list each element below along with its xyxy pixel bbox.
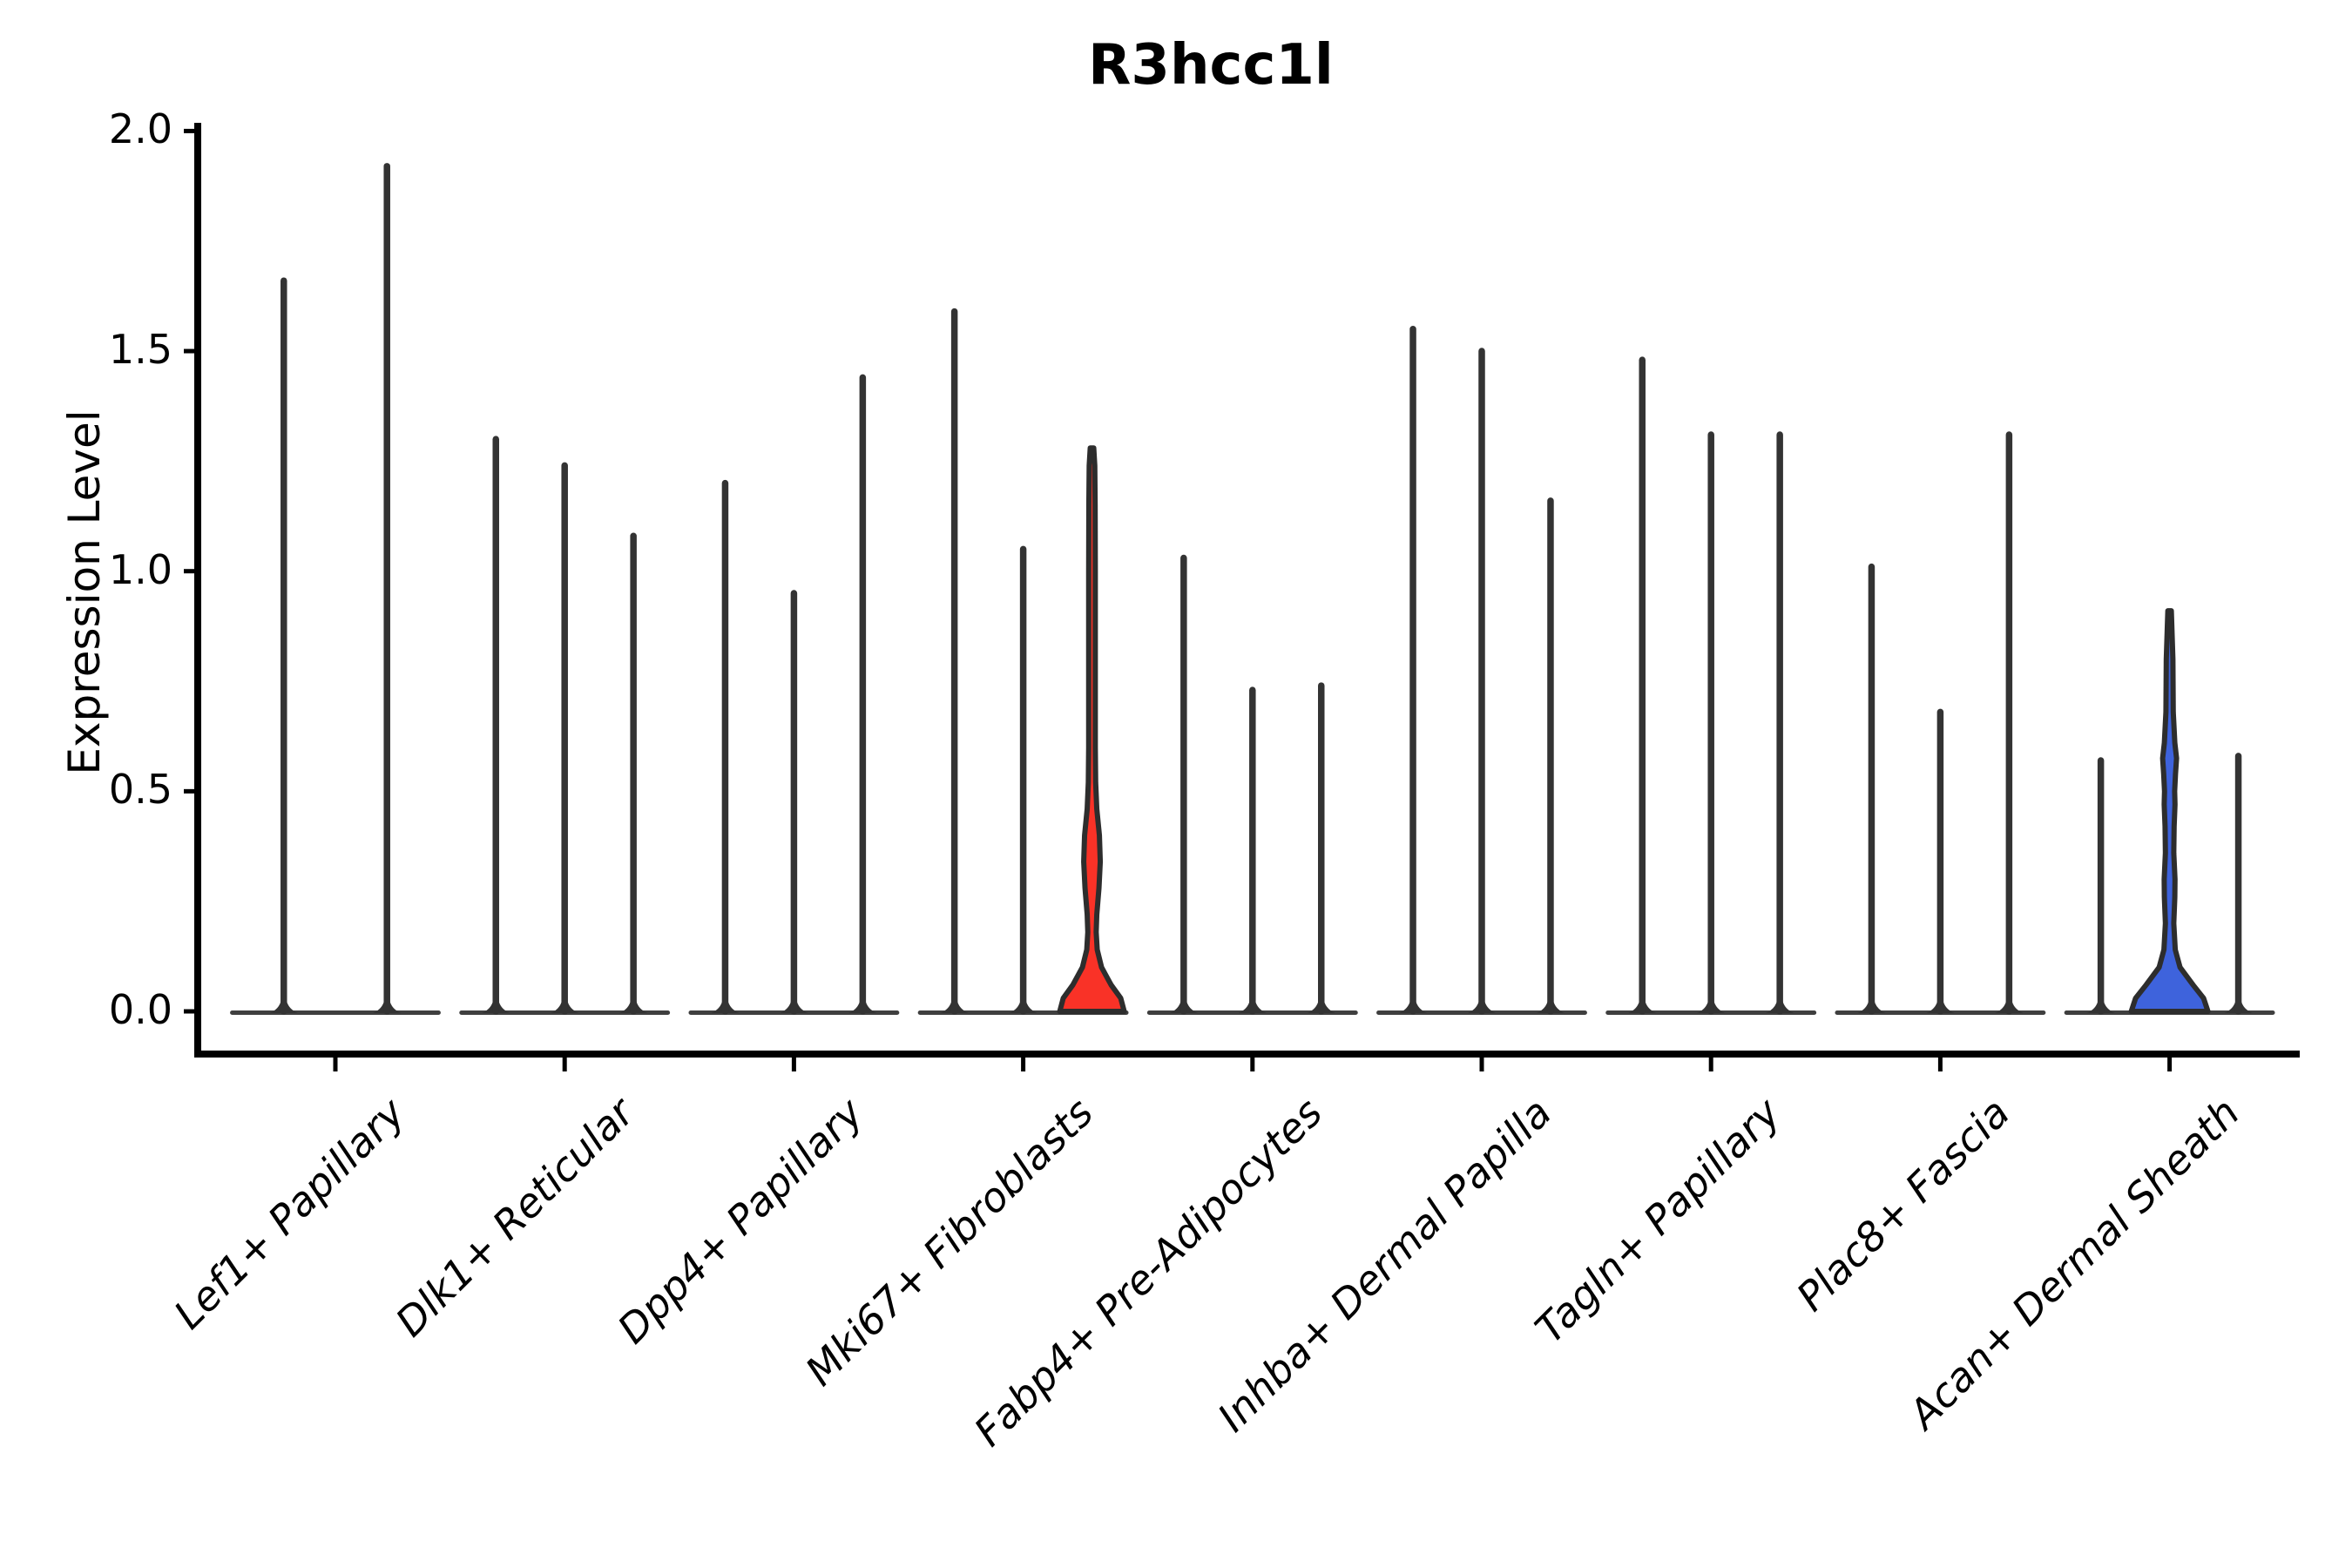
- violin-filled-group-9-pos-2: [2128, 608, 2211, 1014]
- y-tick-label-0.5: 0.5: [108, 766, 172, 814]
- y-tick-label-1.0: 1.0: [108, 545, 172, 593]
- chart-title: R3hcc1l: [1088, 33, 1334, 98]
- y-tick-label-0.0: 0.0: [108, 985, 172, 1033]
- y-tick-label-1.5: 1.5: [108, 325, 172, 373]
- y-tick-label-2.0: 2.0: [108, 105, 172, 153]
- violin-filled-group-4-pos-3: [1057, 445, 1127, 1014]
